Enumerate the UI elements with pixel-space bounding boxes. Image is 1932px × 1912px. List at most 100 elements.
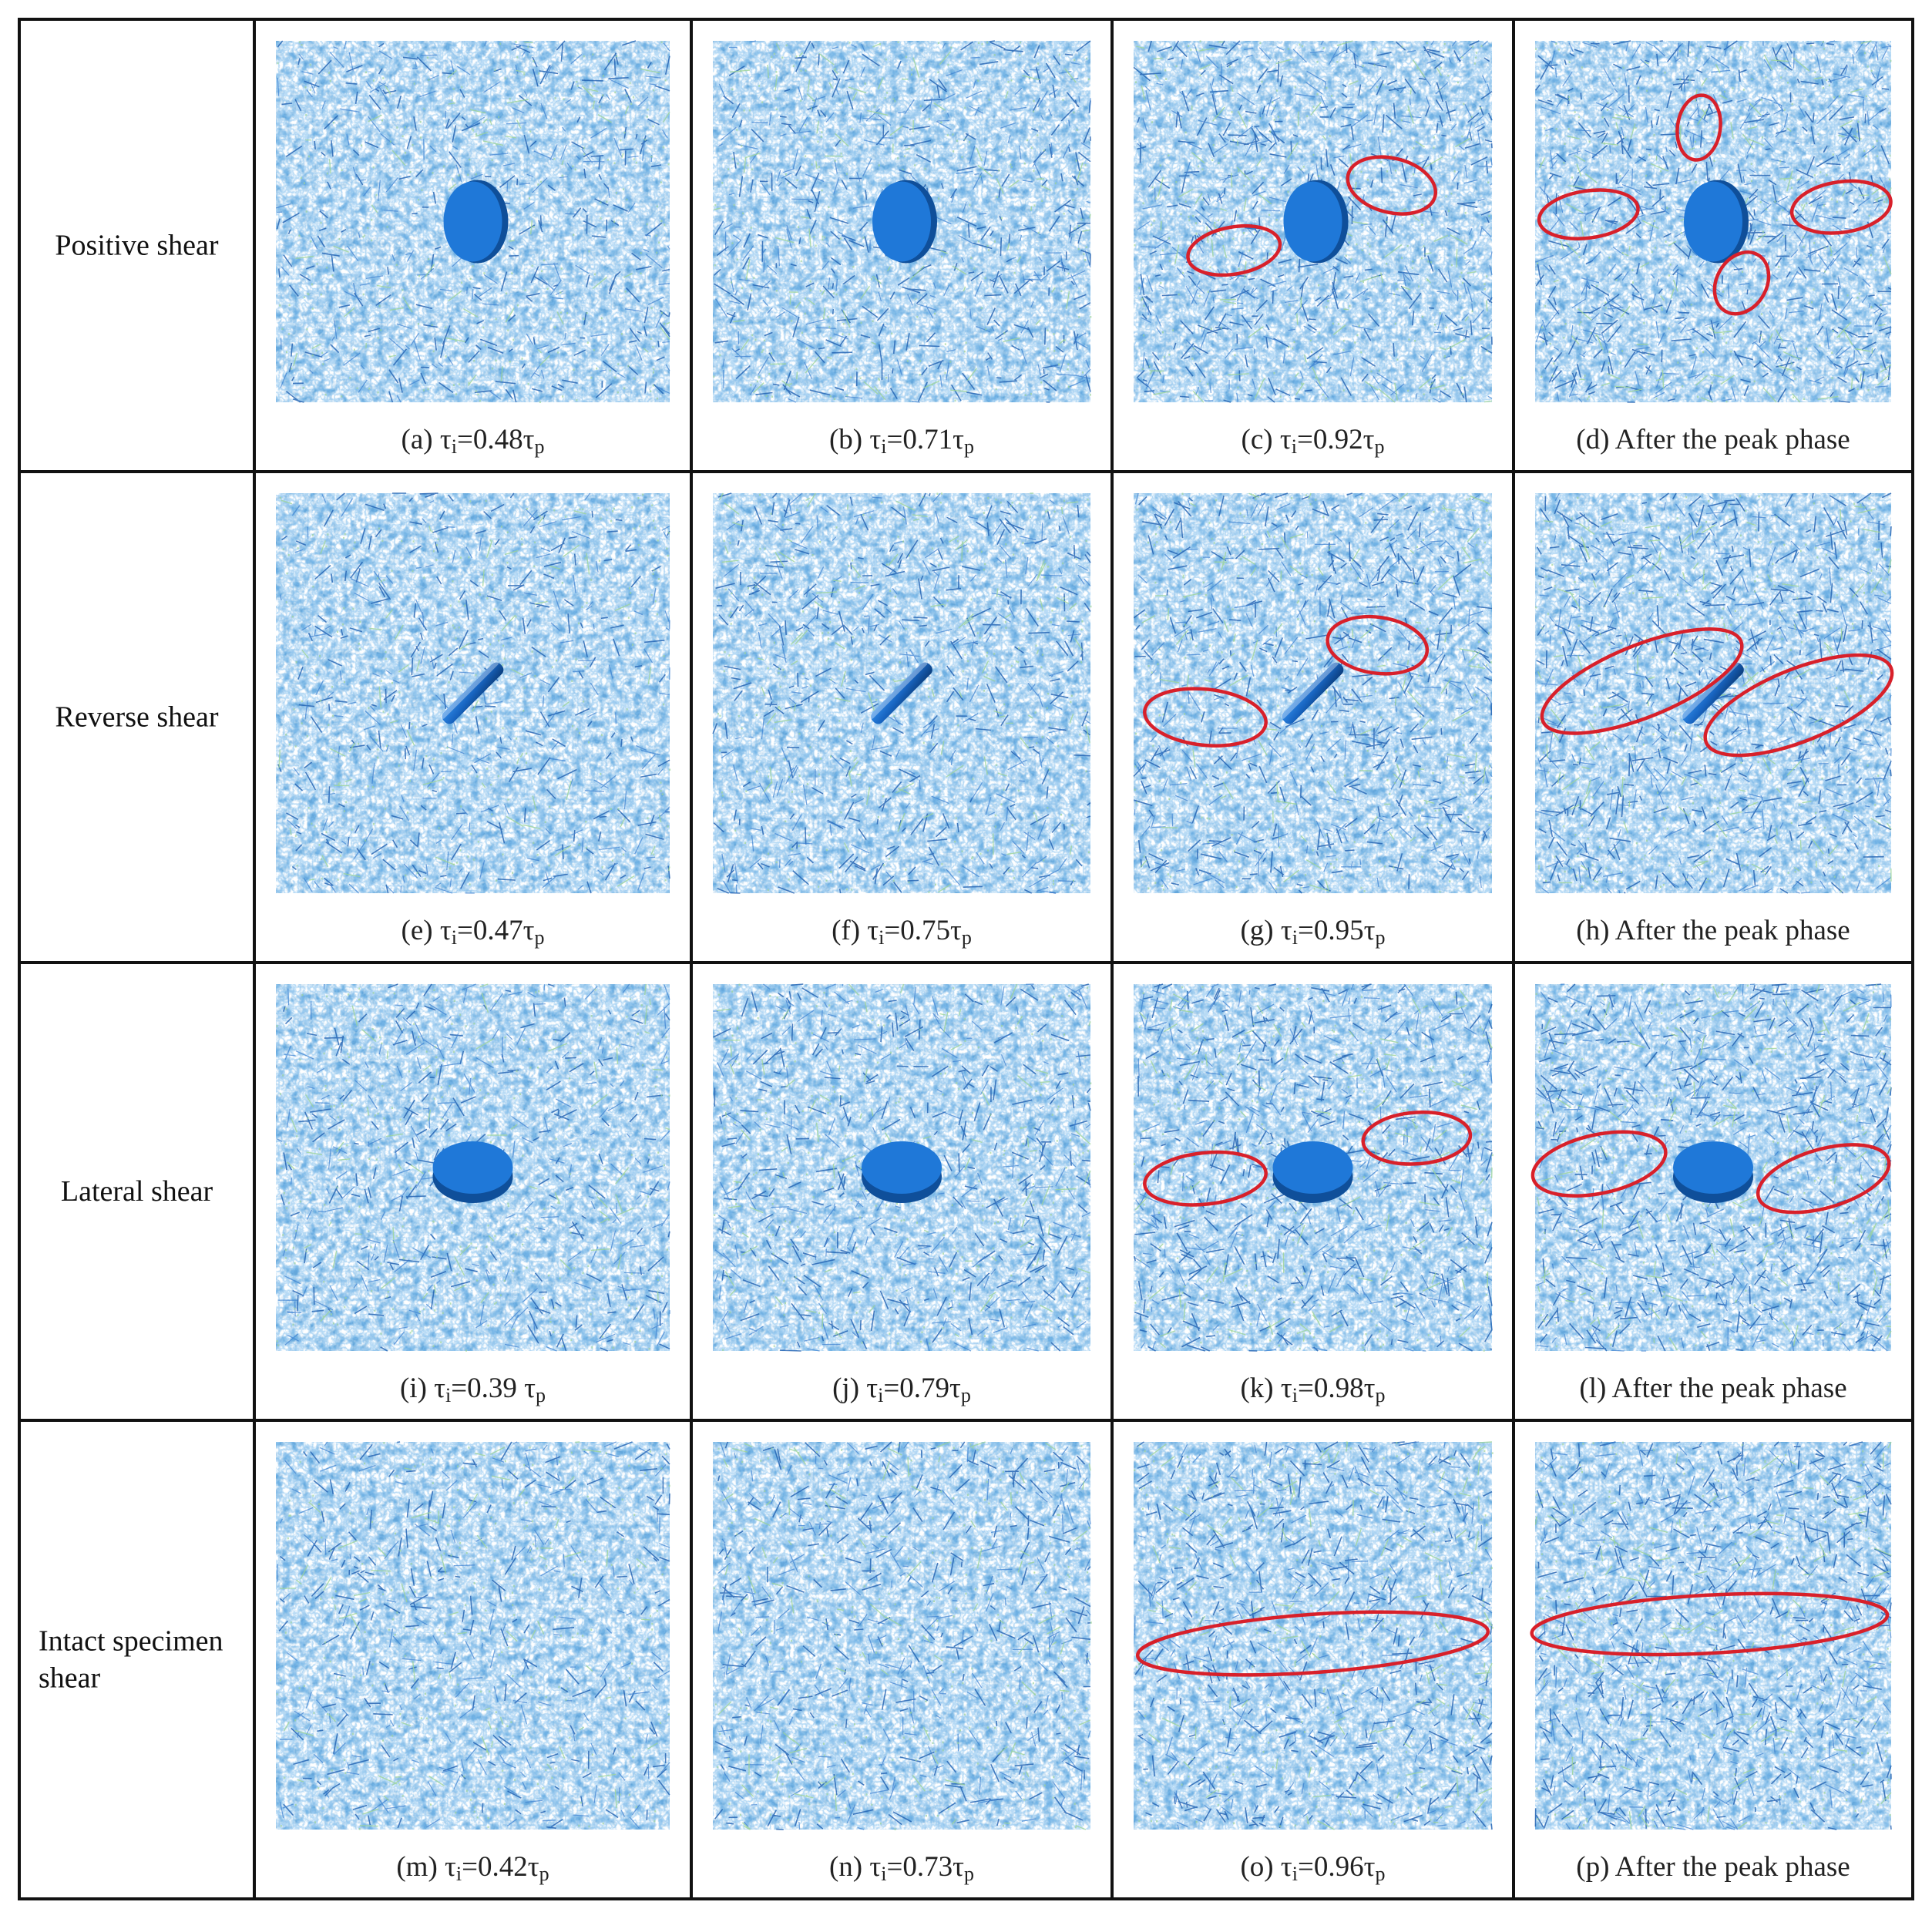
stress-ratio-value: =0.92τ [1297,424,1375,455]
crack-distribution-image [713,40,1092,403]
panel-caption-text: After the peak phase [1615,915,1850,946]
stress-ratio-value: =0.79τ [883,1373,961,1404]
crack-zone-ellipse [1135,1610,1490,1677]
crack-distribution-image [1133,492,1493,894]
figure-panel: (p) After the peak phase [1512,1419,1914,1900]
panel-letter: (n) [829,1851,869,1883]
panel-caption: (p) After the peak phase [1576,1851,1850,1883]
panel-caption: (e) τi=0.47τp [402,915,545,949]
figure-row: Reverse shear(e) τi=0.47τp (f) τi=0.75τp(… [18,470,1914,964]
stress-ratio-value: =0.96τ [1298,1851,1376,1883]
panel-caption: (j) τi=0.79τp [832,1373,971,1406]
panel-letter: (m) [396,1851,445,1883]
crack-distribution-image [276,492,671,894]
crack-distribution-image [712,492,1092,894]
crack-zone-ellipse [1540,627,1744,735]
figure-panel: (g) τi=0.95τp [1110,470,1515,964]
stress-ratio-value: =0.71τ [887,424,965,455]
inclusion-disk [862,1141,942,1194]
panel-caption: (i) τi=0.39 τp [400,1373,546,1406]
crack-zone-ellipse [1703,653,1894,758]
crack-distribution-image [713,983,1092,1352]
row-label-cell [18,1419,256,1900]
panel-caption-text: After the peak phase [1615,424,1850,455]
panel-letter: (h) [1576,915,1614,946]
crack-zone-ellipse [1143,687,1268,748]
panel-letter: (f) [832,915,867,946]
figure-panel: (i) τi=0.39 τp [253,961,693,1422]
stress-ratio-value: =0.47τ [457,915,535,946]
figure-panel: (n) τi=0.73τp [690,1419,1114,1900]
inclusion-disk [1272,1141,1353,1194]
inclusion-disk-edge [1280,660,1344,724]
stress-ratio-value: =0.73τ [887,1851,965,1883]
crack-zone-ellipse [1143,1150,1268,1207]
crack-zone-ellipse [1346,155,1438,216]
panel-caption-text: After the peak phase [1612,1373,1847,1404]
panel-letter: (p) [1576,1851,1614,1883]
crack-distribution-image [1535,40,1893,403]
stress-ratio-value: =0.48τ [457,424,535,455]
panel-letter: (k) [1240,1373,1280,1404]
panel-caption-text: After the peak phase [1615,1851,1850,1883]
panel-letter: (b) [829,424,869,455]
panel-letter: (o) [1240,1851,1280,1883]
crack-distribution-image [1534,492,1894,894]
figure-panel: (a) τi=0.48τp [253,18,693,473]
crack-distribution-image [1133,40,1493,403]
crack-zone-ellipse [1361,1111,1473,1166]
inclusion-disk-edge [440,660,504,724]
panel-letter: (e) [402,915,440,946]
figure-panel: (e) τi=0.47τp [253,470,693,964]
figure-row: Positive shear (a) τi=0.48τp (b) τi=0.71τp… [18,18,1914,473]
panel-caption: (m) τi=0.42τp [396,1851,549,1885]
crack-distribution-image [1530,983,1892,1352]
panel-caption: (b) τi=0.71τp [829,424,974,458]
row-label: Positive shear [55,230,218,262]
row-label: shear [39,1662,101,1695]
panel-caption: (d) After the peak phase [1576,424,1850,455]
figure-panel: (b) τi=0.71τp [690,18,1114,473]
panel-caption: (l) After the peak phase [1579,1373,1846,1404]
crack-zone-ellipse [1530,1130,1668,1198]
panel-letter: (i) [400,1373,434,1404]
inclusion-disk-edge [869,660,932,724]
crack-zone-ellipse [1789,179,1893,235]
stress-ratio-value: =0.42τ [462,1851,539,1883]
figure-panel: (d) After the peak phase [1512,18,1914,473]
figure-panel: (k) τi=0.98τp [1110,961,1515,1422]
figure-panel: (o) τi=0.96τp [1110,1419,1515,1900]
panel-letter: (d) [1576,424,1614,455]
panel-caption: (g) τi=0.95τp [1240,915,1385,949]
inclusion-disk [1673,1141,1753,1194]
figure-row: Intact specimen shear (m) τi=0.42τp (n) τi=… [18,1419,1914,1900]
panel-caption: (a) τi=0.48τp [402,424,545,458]
panel-caption: (c) τi=0.92τp [1242,424,1385,458]
stress-ratio-value: =0.95τ [1298,915,1376,946]
panel-letter: (j) [832,1373,866,1404]
panel-letter: (c) [1242,424,1280,455]
crack-zone-ellipse [1712,250,1771,316]
crack-distribution-image [276,983,670,1352]
crack-distribution-image [713,1441,1092,1831]
crack-zone-ellipse [1186,223,1282,277]
panel-caption: (o) τi=0.96τp [1240,1851,1385,1885]
inclusion-disk [1684,181,1742,262]
panel-cell [1512,1419,1914,1900]
crack-distribution-image [1530,1441,1892,1830]
panel-caption: (k) τi=0.98τp [1240,1373,1385,1406]
figure-panel: (h) After the peak phase [1512,470,1914,964]
inclusion-disk [872,181,931,262]
row-label: Intact specimen [39,1625,223,1658]
panel-letter: (a) [402,424,440,455]
panel-caption: (n) τi=0.73τp [829,1851,974,1885]
figure-row: Lateral shear (i) τi=0.39 τp (j) τi=0.79τp… [18,961,1914,1422]
panel-letter: (g) [1240,915,1280,946]
figure-panel: (c) τi=0.92τp [1110,18,1515,473]
crack-distribution-image [276,1441,670,1830]
figure-panel: (f) τi=0.75τp [690,470,1114,964]
crack-zone-ellipse [1675,93,1722,162]
panel-caption: (h) After the peak phase [1576,915,1850,946]
crack-zone-ellipse [1530,1591,1890,1657]
